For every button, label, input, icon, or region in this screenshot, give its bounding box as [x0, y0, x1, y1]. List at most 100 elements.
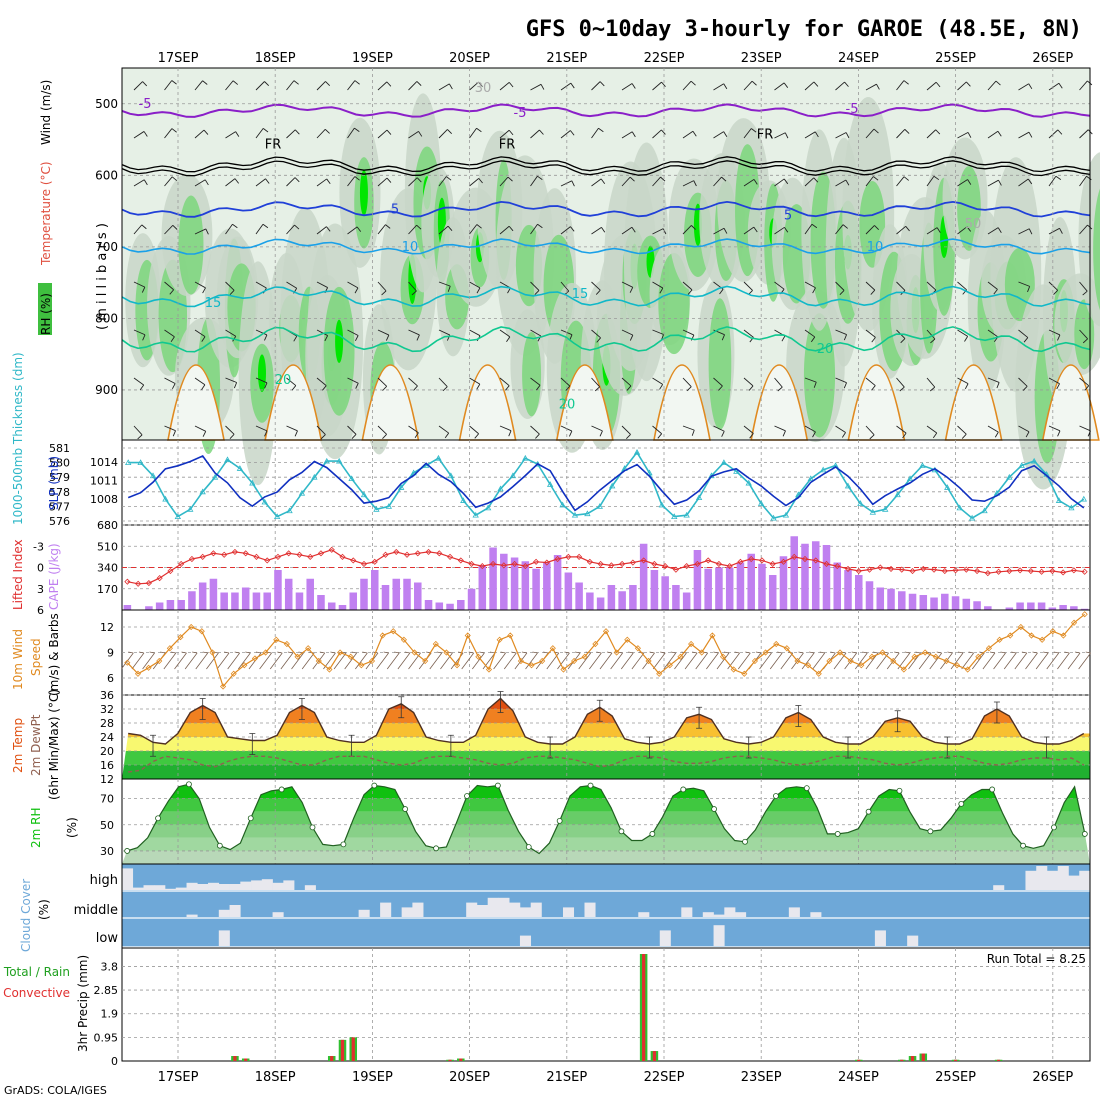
cape-bar: [435, 602, 444, 610]
wind-barb: [347, 226, 362, 235]
cloud-bar-middle: [487, 897, 499, 917]
thickness-point: [460, 497, 467, 503]
wind-barb: [774, 425, 786, 437]
wind-barb: [926, 175, 940, 187]
cloud-bar-high: [1036, 866, 1048, 890]
cloud-bar-middle: [229, 905, 241, 917]
rh2m-point: [834, 831, 841, 837]
wind-barb-10m: [599, 651, 613, 670]
lifted-index-point: [1027, 567, 1034, 575]
contour-label: 20: [275, 373, 292, 388]
cape-bar: [618, 591, 626, 610]
wind-barb: [133, 81, 148, 91]
wind-barb: [164, 377, 176, 390]
date-tick-label: 18SEP: [255, 1070, 296, 1085]
precip-convective-bar: [652, 1051, 657, 1061]
thickness-tick-label: 576: [49, 515, 70, 528]
cape-bar: [779, 556, 788, 610]
wind-speed-point: [507, 632, 514, 639]
thickness-point: [335, 457, 343, 464]
cape-bar: [1080, 608, 1089, 610]
wind-speed-point: [783, 645, 790, 652]
lifted-index-point: [403, 551, 411, 558]
temp-ylabel-3: (6hr Min/Max) (°C): [47, 689, 61, 800]
wind-speed-point: [592, 640, 599, 648]
wind-barb: [835, 425, 846, 438]
wind-barb: [560, 130, 575, 139]
wind-speed-line: [126, 613, 1086, 688]
wind-barb-10m: [493, 651, 506, 670]
cloud-bar-high: [1025, 870, 1037, 890]
wind-speed-point: [815, 670, 822, 677]
wind-barb-10m: [769, 651, 783, 670]
precip-tick-label: 1.9: [101, 1008, 119, 1021]
cape-bar: [629, 585, 637, 610]
wind-barb: [347, 281, 359, 294]
cape-bar: [1059, 605, 1067, 610]
wind-barb: [286, 80, 299, 91]
temp-tick-label: 28: [100, 717, 114, 730]
pressure-tick-label: 600: [95, 168, 118, 182]
wind-speed-point: [241, 662, 248, 669]
wind-barb: [377, 329, 390, 341]
rh-band: [122, 784, 1090, 799]
wind-speed-point: [177, 634, 184, 641]
precip-convective-bar: [910, 1056, 915, 1061]
lifted-index-point: [844, 565, 852, 572]
wind-barb: [804, 377, 817, 388]
contour-label: FR: [265, 138, 282, 153]
wind-speed-point: [922, 649, 929, 656]
thickness-tick-label: 580: [49, 457, 70, 470]
lifted-index-point: [188, 555, 195, 563]
precip-panel: 3.8 2.85 1.9 0.95 0: [94, 947, 1091, 1068]
cape-bar: [973, 601, 981, 610]
rh-shade: [1093, 188, 1100, 311]
wind-barb: [621, 226, 636, 235]
cloud-bar-middle: [401, 907, 413, 917]
wind-barb-10m: [961, 651, 974, 670]
contour-label: 20: [817, 342, 834, 357]
wind-barb: [347, 329, 359, 342]
lifted-index-point: [1060, 569, 1067, 576]
wind-speed-point: [751, 657, 758, 665]
wind-barb: [408, 224, 422, 235]
wind-barb: [377, 281, 387, 296]
lifted-index-point: [350, 557, 357, 564]
thickness-point: [1055, 497, 1063, 503]
wind-barb-10m: [174, 651, 187, 670]
wind-speed-point: [709, 632, 716, 639]
lifted-index-point: [780, 558, 787, 565]
wind-barb-10m: [993, 651, 1006, 670]
wind-speed-point: [943, 657, 950, 665]
pressure-tick-label: 700: [95, 240, 118, 254]
wind-barb: [713, 131, 728, 139]
wind-speed-point: [283, 640, 290, 648]
cloud-layer-label: high: [90, 873, 118, 888]
cape-bar: [166, 600, 175, 610]
thickness-point: [683, 511, 690, 518]
thickness-point: [757, 500, 765, 506]
wind-barb: [896, 129, 910, 139]
wind-speed-point: [847, 657, 854, 665]
wind-speed-point: [390, 628, 397, 635]
wind-barb: [987, 130, 1002, 139]
rh2m-point: [680, 786, 687, 793]
wind-speed-point: [273, 636, 280, 643]
rh2m-point: [402, 806, 409, 812]
rh-shade: [1078, 152, 1100, 327]
rh-shade: [1074, 299, 1095, 370]
precip-legend-conv: Convective: [3, 986, 70, 1000]
wind-barb: [225, 377, 238, 389]
cape-bar: [1070, 606, 1078, 610]
thickness-point: [1018, 462, 1025, 468]
lifted-index-point: [812, 557, 819, 564]
lifted-index-point: [1049, 567, 1056, 575]
thickness-tick-label: 579: [49, 471, 70, 484]
rh-tick-label: 70: [100, 793, 114, 806]
wind-barb: [652, 425, 663, 439]
wind-speed-point: [517, 657, 524, 665]
temp-ylabel-2: 2m DewPt: [29, 714, 43, 776]
cape-bar: [833, 562, 842, 610]
precip-convective-bar: [233, 1056, 237, 1061]
